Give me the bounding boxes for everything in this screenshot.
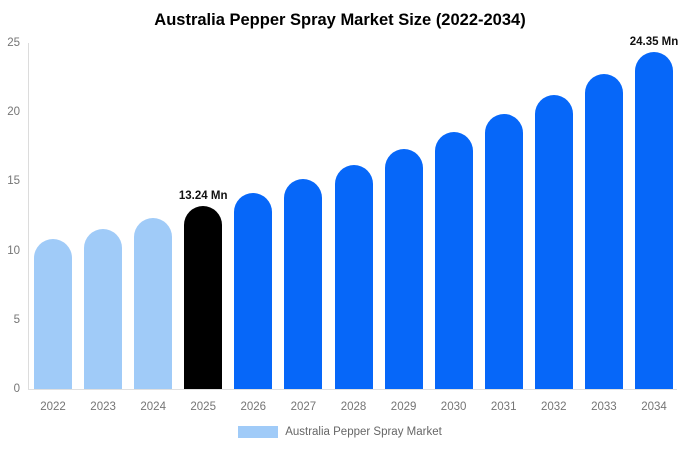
x-tick-label-2023: 2023 — [90, 401, 116, 413]
bar-2026[interactable] — [234, 192, 273, 389]
legend-swatch — [238, 426, 279, 438]
x-tick-label-2026: 2026 — [240, 401, 267, 413]
value-label-2025: 13.24 Mn — [178, 189, 228, 202]
x-tick-label-2032: 2032 — [541, 401, 567, 413]
x-tick-label-2024: 2024 — [140, 401, 166, 413]
x-tick-label-2034: 2034 — [641, 401, 667, 413]
chart-title: Australia Pepper Spray Market Size (2022… — [154, 11, 526, 29]
bar-2024[interactable] — [134, 217, 173, 389]
y-tick-label: 15 — [7, 175, 20, 188]
bar-2027[interactable] — [284, 179, 323, 389]
x-tick-label-2025: 2025 — [190, 401, 216, 413]
bar-2023[interactable] — [84, 229, 123, 389]
x-tick-label-2029: 2029 — [390, 401, 417, 413]
x-tick-label-2033: 2033 — [591, 401, 617, 413]
y-tick-label: 20 — [7, 106, 20, 119]
value-label-2034: 24.35 Mn — [629, 36, 679, 48]
y-tick-label: 25 — [7, 37, 20, 49]
legend[interactable]: Australia Pepper Spray Market — [0, 424, 680, 440]
bar-2032[interactable] — [534, 94, 573, 389]
bar-2029[interactable] — [384, 148, 423, 389]
bar-2022[interactable] — [34, 239, 72, 389]
y-tick-label: 5 — [13, 313, 20, 326]
x-axis-line — [28, 389, 677, 390]
legend-label: Australia Pepper Spray Market — [285, 426, 442, 438]
x-tick-label-2027: 2027 — [290, 401, 317, 413]
bar-2034[interactable] — [635, 52, 673, 389]
x-tick-label-2030: 2030 — [440, 401, 467, 413]
y-tick-label: 10 — [7, 244, 20, 257]
x-tick-label-2028: 2028 — [340, 401, 367, 413]
x-tick-label-2022: 2022 — [40, 401, 66, 413]
bar-2031[interactable] — [484, 114, 523, 389]
y-axis-line — [28, 43, 29, 389]
y-tick-label: 0 — [13, 383, 20, 395]
bar-2030[interactable] — [434, 132, 473, 389]
bar-2025[interactable] — [184, 205, 223, 389]
x-tick-label-2031: 2031 — [490, 401, 517, 413]
bar-2033[interactable] — [584, 74, 623, 389]
bar-2028[interactable] — [334, 164, 373, 389]
